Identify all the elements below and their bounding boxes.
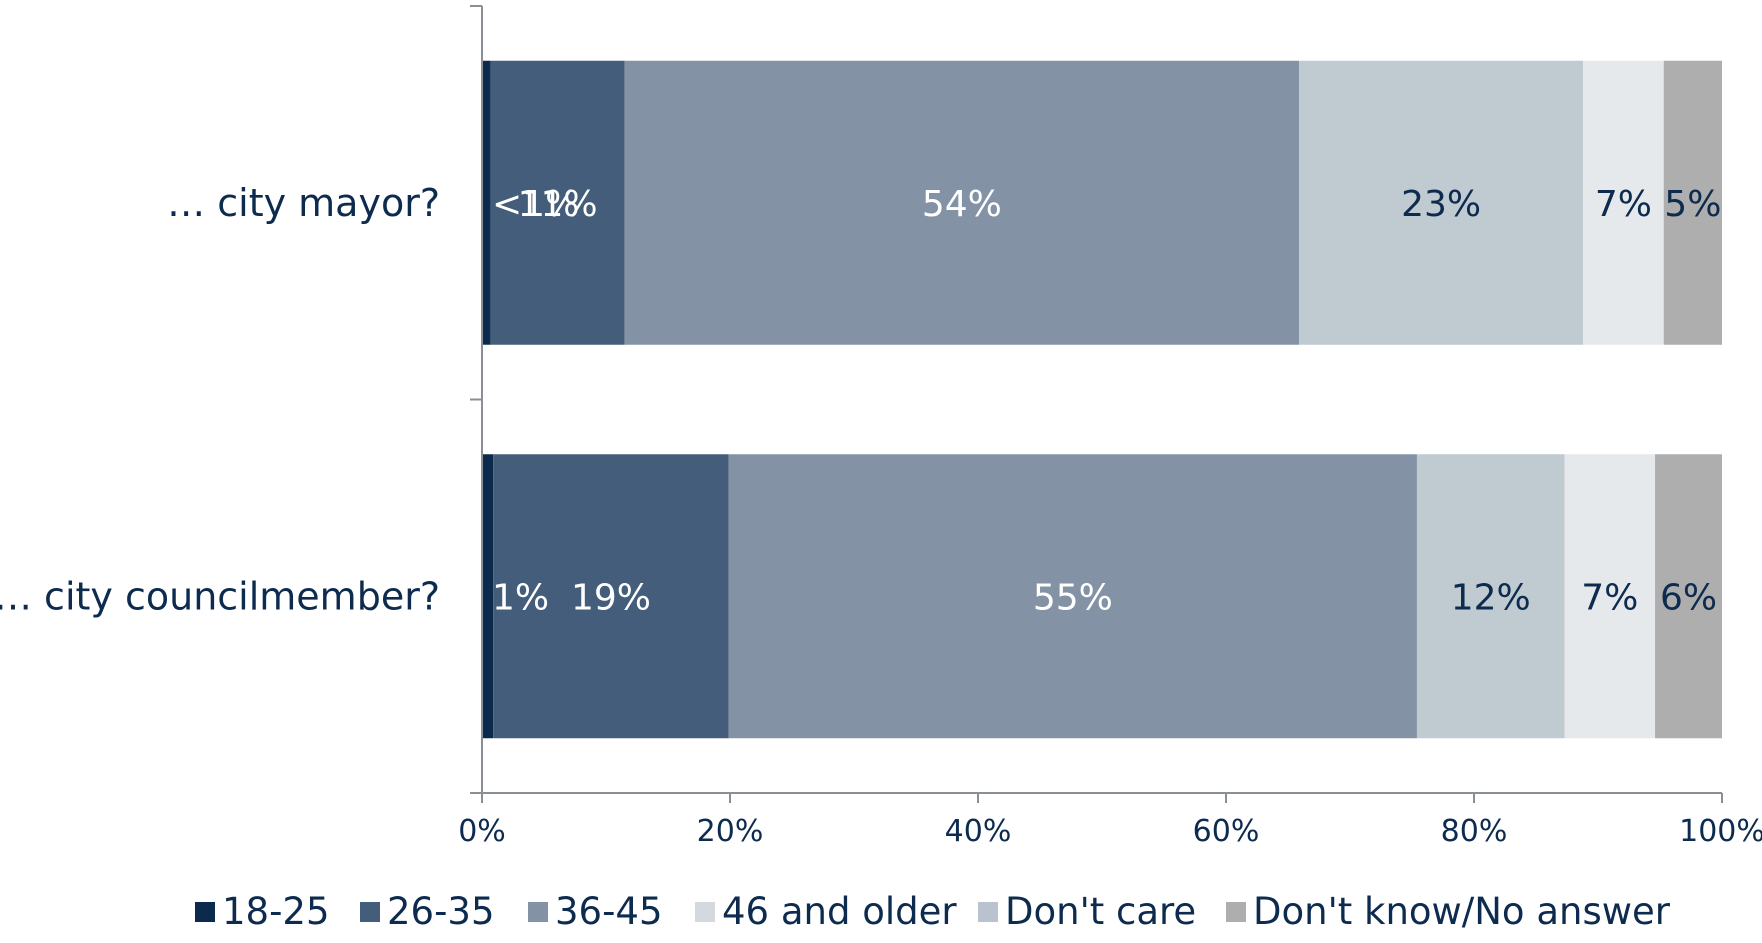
data-label: 1% bbox=[492, 577, 549, 618]
bar-segment bbox=[1299, 60, 1584, 345]
x-tick-label: 0% bbox=[458, 814, 506, 849]
axes-layer: 0% 20% 40% 60% 80% 100% bbox=[458, 5, 1762, 849]
bars-layer bbox=[482, 60, 1722, 739]
bar-segment bbox=[482, 454, 494, 739]
labels-layer: <1%11% 54% 23% 7% 5% … city mayor? 1% 19% 55% 12%… bbox=[0, 181, 1721, 619]
bar-segment bbox=[624, 60, 1300, 345]
bar-segment bbox=[1583, 60, 1664, 345]
bar-segment bbox=[493, 454, 729, 739]
legend-swatch bbox=[978, 902, 998, 922]
data-label: 6% bbox=[1660, 577, 1717, 618]
x-tick-label: 40% bbox=[945, 814, 1012, 849]
legend-label: Don't care bbox=[1005, 890, 1196, 933]
data-label: 55% bbox=[1033, 577, 1113, 618]
data-label: 12% bbox=[1451, 577, 1531, 618]
data-label: 11% bbox=[518, 184, 598, 225]
data-label: 23% bbox=[1401, 184, 1481, 225]
legend-label: 26-35 bbox=[387, 890, 495, 933]
legend-label: 36-45 bbox=[555, 890, 663, 933]
x-tick-label: 60% bbox=[1193, 814, 1260, 849]
legend-label: 46 and older bbox=[722, 890, 957, 933]
legend: 18-25 26-35 36-45 46 and older Don't care Don… bbox=[195, 890, 1671, 933]
data-label: 7% bbox=[1595, 184, 1652, 225]
x-tick-label: 20% bbox=[697, 814, 764, 849]
data-label: 19% bbox=[571, 577, 651, 618]
bar-segment bbox=[482, 60, 491, 345]
bar-segment bbox=[1663, 60, 1722, 345]
x-tick-label: 80% bbox=[1441, 814, 1508, 849]
category-label: … city mayor? bbox=[167, 181, 440, 225]
x-tick-label: 100% bbox=[1679, 814, 1762, 849]
data-label: 5% bbox=[1664, 184, 1721, 225]
bar-segment bbox=[1655, 454, 1722, 739]
legend-swatch bbox=[1226, 902, 1246, 922]
legend-label: Don't know/No answer bbox=[1253, 890, 1671, 933]
legend-swatch bbox=[695, 902, 715, 922]
bar-segment bbox=[1564, 454, 1656, 739]
bar-segment bbox=[728, 454, 1417, 739]
data-label: 54% bbox=[922, 184, 1002, 225]
category-label: … city councilmember? bbox=[0, 574, 440, 618]
legend-swatch bbox=[528, 902, 548, 922]
legend-swatch bbox=[360, 902, 380, 922]
data-label: <1% bbox=[492, 184, 579, 225]
data-label: 7% bbox=[1581, 577, 1638, 618]
bar-segment bbox=[490, 60, 625, 345]
bar-segment bbox=[1416, 454, 1565, 739]
legend-swatch bbox=[195, 902, 215, 922]
legend-label: 18-25 bbox=[222, 890, 330, 933]
